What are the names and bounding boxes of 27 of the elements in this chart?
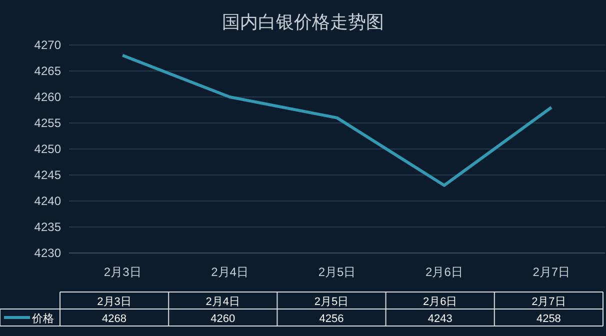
y-tick-label: 4235 (34, 220, 62, 234)
y-tick-label: 4245 (34, 168, 62, 182)
legend-label: 价格 (31, 313, 54, 325)
line-series (121, 54, 553, 187)
category-label: 2月6日 (422, 296, 458, 308)
category-label: 2月7日 (532, 296, 566, 308)
y-tick-label: 4230 (34, 246, 62, 260)
data-label: 4268 (102, 313, 127, 325)
x-tick-label: 2月6日 (426, 265, 463, 279)
x-tick-label: 2月4日 (211, 265, 248, 279)
category-label: 2月4日 (206, 296, 240, 308)
category-label: 2月3日 (97, 296, 132, 308)
data-label: 4258 (536, 313, 561, 325)
y-tick-label: 4255 (34, 116, 62, 130)
x-tick-label: 2月5日 (318, 265, 356, 279)
data-label: 4256 (319, 313, 344, 325)
y-tick-label: 4240 (34, 194, 62, 208)
y-tick-label: 4265 (34, 64, 62, 78)
data-label: 4243 (428, 313, 452, 325)
data-label: 4260 (210, 313, 236, 325)
y-tick-label: 4270 (34, 38, 62, 52)
x-tick-label: 2月3日 (104, 265, 142, 279)
y-tick-label: 4260 (34, 90, 62, 104)
chart-title: 国内白银价格走势图 (222, 12, 384, 32)
x-tick-label: 2月7日 (532, 265, 570, 279)
category-label: 2月5日 (314, 296, 349, 308)
y-tick-label: 4250 (34, 142, 62, 156)
